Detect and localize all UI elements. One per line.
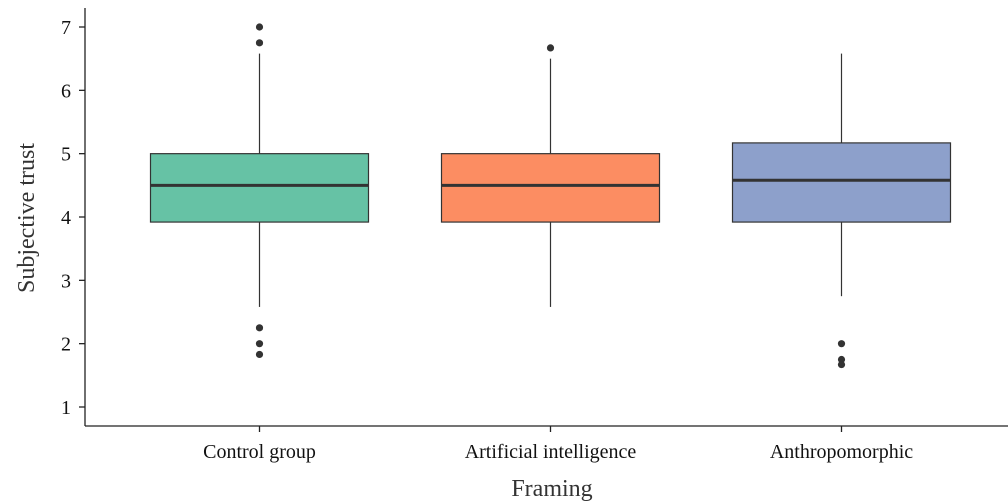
- y-tick-label: 6: [61, 80, 71, 102]
- outlier-point: [255, 39, 264, 47]
- y-tick-label: 5: [61, 144, 71, 166]
- y-tick-label: 7: [61, 17, 71, 39]
- y-tick-label: 1: [61, 397, 71, 419]
- x-category-label: Artificial intelligence: [465, 441, 637, 463]
- outlier-point: [837, 360, 846, 369]
- outlier-point: [255, 350, 264, 359]
- outlier-point: [255, 324, 264, 332]
- outlier-point: [837, 355, 846, 364]
- y-axis-title: Subjective trust: [14, 143, 40, 293]
- y-tick-label: 4: [61, 207, 71, 229]
- x-axis-title: Framing: [511, 476, 592, 502]
- y-tick-label: 2: [61, 334, 71, 356]
- x-category-label: Anthropomorphic: [770, 441, 913, 463]
- x-category-label: Control group: [203, 441, 316, 463]
- y-tick-label: 3: [61, 270, 71, 292]
- box-iqr: [731, 142, 952, 223]
- outlier-point: [837, 340, 846, 348]
- outlier-point: [255, 340, 264, 348]
- plot-area: 1 2 3 4 5 6 7 Control group Artificial intellige…: [61, 8, 1008, 463]
- outlier-point: [255, 23, 264, 31]
- box-iqr: [440, 153, 661, 223]
- box-iqr: [149, 153, 370, 223]
- outlier-point: [546, 44, 555, 52]
